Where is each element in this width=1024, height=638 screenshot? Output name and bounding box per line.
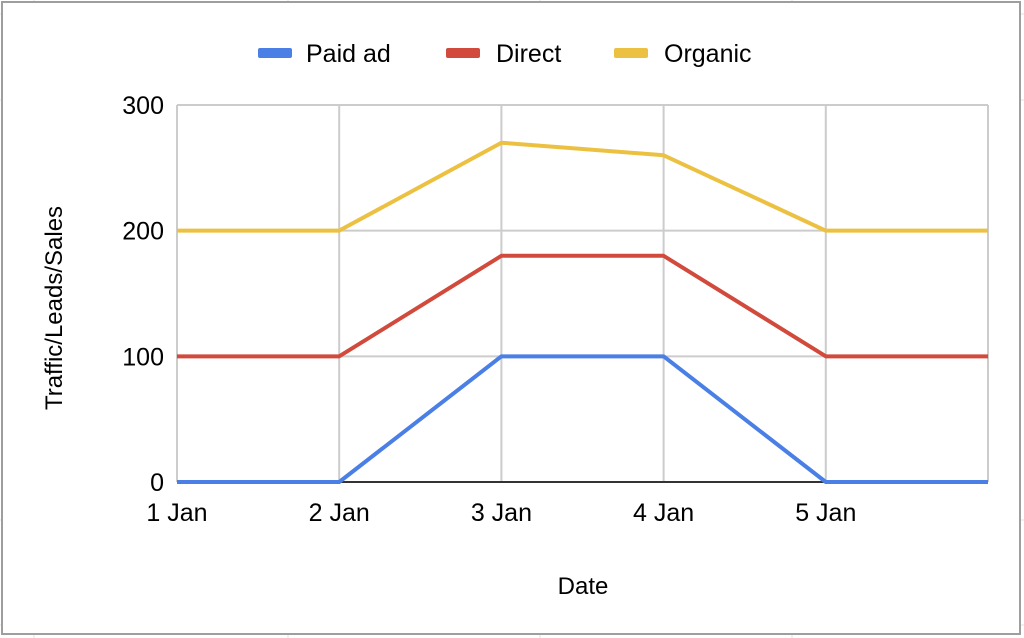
legend-swatch [614,48,648,58]
legend-swatch [258,48,292,58]
y-tick-label: 0 [150,469,164,497]
x-tick-label: 1 Jan [146,499,207,527]
legend-swatch [446,48,480,58]
series-line-organic[interactable] [177,140,988,233]
x-axis-title: Date [558,573,609,600]
legend-label: Organic [664,40,752,68]
legend-label: Paid ad [306,40,391,68]
series-line-direct[interactable] [177,253,988,359]
y-tick-label: 200 [122,218,164,246]
x-tick-label: 2 Jan [309,499,370,527]
x-tick-label: 4 Jan [633,499,694,527]
y-tick-label: 100 [122,343,164,371]
series-line-paid-ad[interactable] [177,354,988,484]
y-tick-label: 300 [122,92,164,120]
y-axis-ticks: 0 100 200 300 [122,92,164,497]
x-axis-ticks: 1 Jan 2 Jan 3 Jan 4 Jan 5 Jan [146,499,856,527]
x-tick-label: 3 Jan [471,499,532,527]
x-tick-label: 5 Jan [795,499,856,527]
legend: Paid ad Direct Organic [258,40,752,68]
series-lines[interactable] [177,140,988,484]
y-axis-title: Traffic/Leads/Sales [41,206,68,410]
legend-label: Direct [496,40,561,68]
